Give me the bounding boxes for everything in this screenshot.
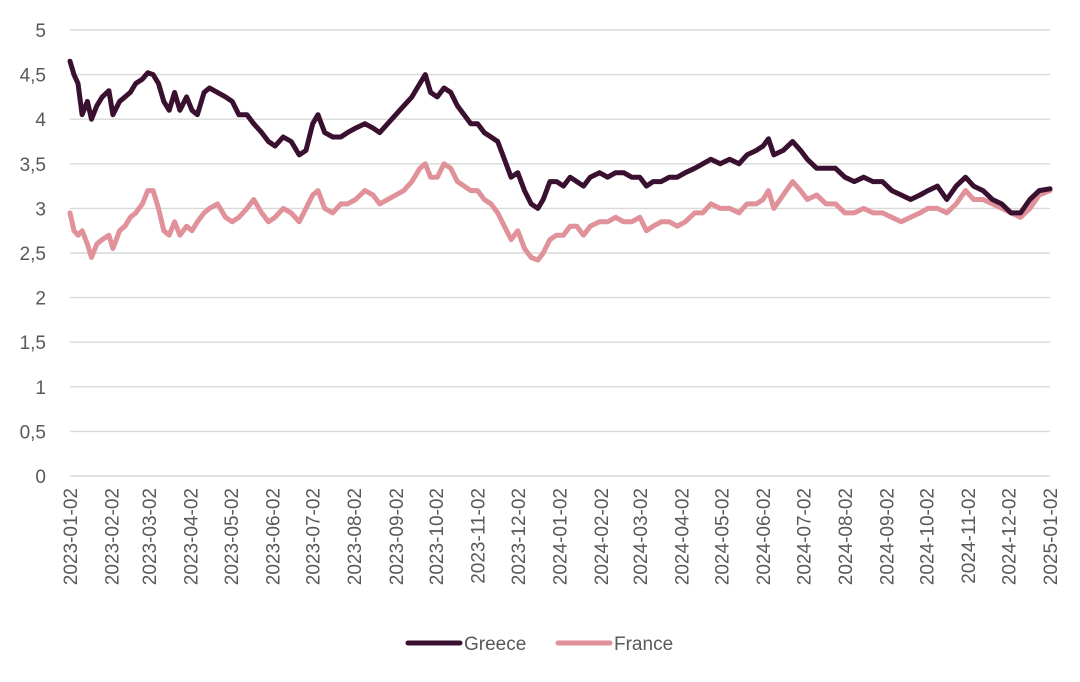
y-gridlines [70,29,1050,477]
series-line-greece [67,58,1053,216]
y-tick-label: 3 [35,199,46,220]
x-tick-label: 2024-08-02 [836,488,857,585]
y-tick-label: 1,5 [20,333,46,354]
x-tick-label: 2023-09-02 [387,488,408,585]
x-axis-tick-labels: 2023-01-02 2023-02-02 2023-03-02 2023-04-02… [61,488,1062,585]
x-tick-label: 2024-09-02 [877,488,898,585]
y-axis-tick-labels: 0 0,5 1 1,5 2 2,5 3 3,5 4 4,5 5 [20,21,47,488]
x-tick-label: 2024-04-02 [672,488,693,585]
x-tick-label: 2023-07-02 [304,488,325,585]
x-tick-label: 2024-05-02 [713,488,734,585]
x-tick-label: 2024-10-02 [918,488,939,585]
x-tick-label: 2024-12-02 [999,488,1020,585]
x-tick-label: 2024-03-02 [631,488,652,585]
x-tick-label: 2023-01-02 [61,488,82,585]
x-tick-label: 2024-11-02 [959,488,980,584]
y-tick-label: 4 [35,110,46,131]
y-tick-label: 2 [35,289,46,310]
y-tick-label: 2,5 [20,244,46,265]
y-tick-label: 5 [35,21,46,42]
legend: Greece France [405,634,673,655]
x-tick-label: 2023-02-02 [103,488,124,585]
x-tick-label: 2024-07-02 [794,488,815,585]
y-tick-label: 1 [35,378,46,399]
x-tick-label: 2023-06-02 [263,488,284,585]
x-tick-label: 2025-01-02 [1041,488,1062,585]
x-tick-label: 2023-05-02 [222,488,243,585]
series-line-france [67,161,1053,263]
x-tick-label: 2023-10-02 [427,488,448,585]
x-tick-label: 2024-02-02 [592,488,613,585]
legend-label-greece: Greece [464,634,526,655]
y-tick-label: 4,5 [20,66,46,87]
x-tick-label: 2024-01-02 [550,488,571,585]
x-tick-label: 2024-06-02 [754,488,775,585]
x-tick-label: 2023-04-02 [182,488,203,585]
y-tick-label: 3,5 [20,155,46,176]
x-tick-label: 2023-11-02 [469,488,490,584]
x-tick-label: 2023-03-02 [140,488,161,585]
x-tick-label: 2023-08-02 [345,488,366,585]
series-lines [67,58,1053,263]
x-tick-label: 2023-12-02 [509,488,530,585]
legend-label-france: France [614,634,673,655]
y-tick-label: 0,5 [20,422,46,443]
y-tick-label: 0 [35,467,46,488]
